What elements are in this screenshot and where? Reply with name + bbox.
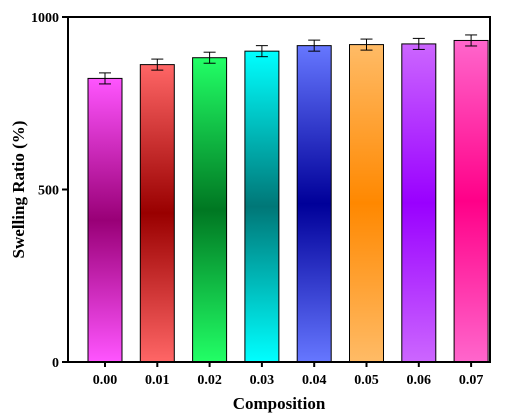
x-tick-label: 0.07 <box>459 373 484 388</box>
error-bar-0.07 <box>465 34 478 47</box>
x-axis-title: Composition <box>233 394 326 413</box>
error-bar-0.06 <box>412 37 425 50</box>
bar-0.05 <box>349 44 384 363</box>
bar-0.02 <box>192 57 228 363</box>
x-tick-label: 0.02 <box>197 373 222 388</box>
bar-0.07 <box>453 39 489 363</box>
error-bar-0.00 <box>99 72 111 85</box>
error-bar-0.04 <box>308 39 321 52</box>
bar-0.03 <box>244 50 280 363</box>
error-bar-0.05 <box>360 38 373 51</box>
error-bar-0.01 <box>151 58 164 71</box>
error-bars <box>99 34 478 85</box>
x-tick-label: 0.05 <box>354 373 379 388</box>
x-tick-label: 0.04 <box>302 373 327 388</box>
x-tick-label: 0.00 <box>93 373 118 388</box>
bar-0.01 <box>139 64 175 363</box>
bar-0.04 <box>296 45 332 363</box>
x-tick-label: 0.06 <box>407 373 432 388</box>
bars <box>87 39 489 363</box>
bar-0.00 <box>87 77 123 363</box>
x-tick-label: 0.03 <box>250 373 275 388</box>
y-axis-title: Swelling Ratio (%) <box>9 121 28 259</box>
y-tick-label: 0 <box>52 356 59 371</box>
y-tick-label: 500 <box>38 184 59 199</box>
y-tick-label: 1000 <box>31 11 59 26</box>
bar-0.06 <box>401 43 437 363</box>
error-bar-0.03 <box>255 45 268 58</box>
y-ticks: 0 500 1000 <box>31 11 68 371</box>
x-tick-label: 0.01 <box>145 373 170 388</box>
x-ticks: 0.00 0.01 0.02 0.03 0.04 0.05 0.06 0.07 <box>93 362 484 388</box>
error-bar-0.02 <box>203 51 216 64</box>
